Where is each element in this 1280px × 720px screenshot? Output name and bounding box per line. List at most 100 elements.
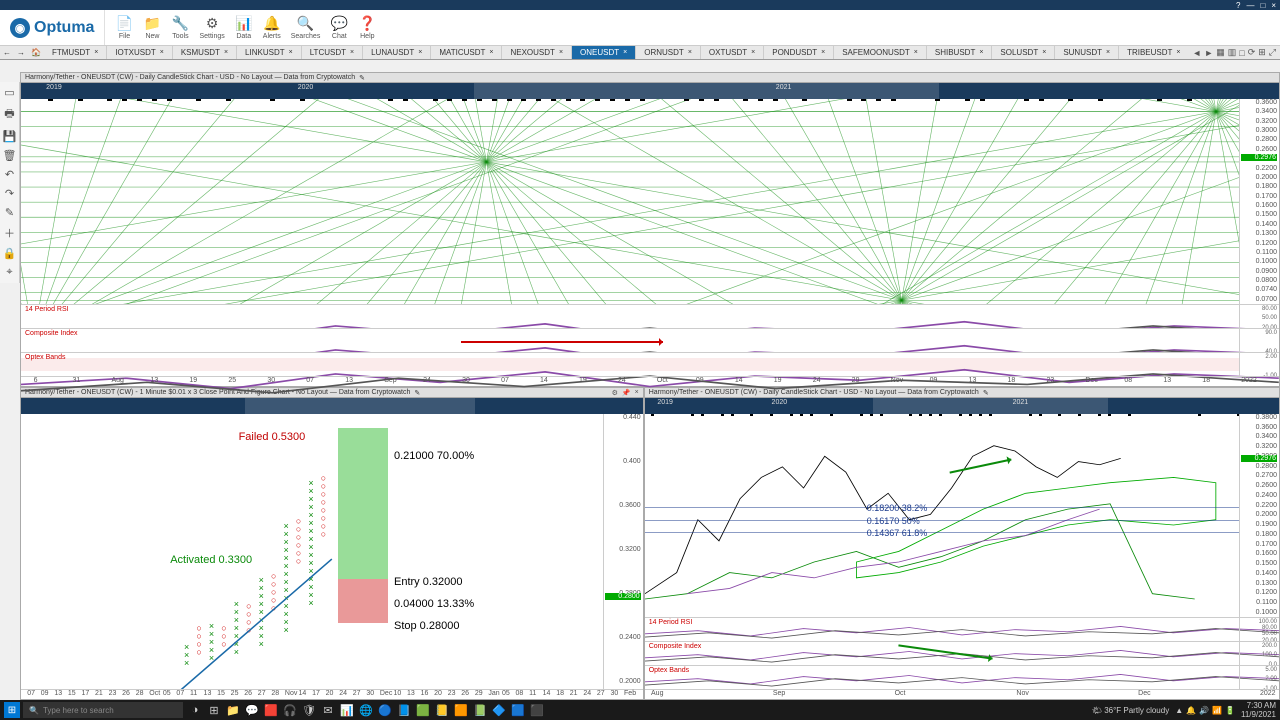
tray-icon[interactable]: ▲ [1175, 706, 1183, 715]
sidetool-icon[interactable]: 🔒 [3, 247, 17, 260]
layout-icon[interactable]: ⊞ [1258, 47, 1266, 58]
sidetool-icon[interactable]: 💾 [3, 130, 17, 143]
sidetool-icon[interactable]: ✎ [5, 206, 14, 219]
tray-icon[interactable]: 🔔 [1186, 706, 1196, 715]
start-button[interactable]: ⊞ [4, 702, 20, 718]
tab-close-icon[interactable]: × [94, 49, 98, 56]
taskbar-app-icon[interactable]: 🌐 [357, 702, 375, 718]
ichimoku-chart-area[interactable]: 0.18200 38.2%0.16170 50%0.14367 61.8% 0.… [645, 414, 1279, 617]
toolbar-help[interactable]: ❓Help [354, 12, 380, 42]
sidetool-icon[interactable]: ▭ [4, 86, 14, 99]
taskbar-app-icon[interactable]: 📒 [433, 702, 451, 718]
taskbar-app-icon[interactable]: 📗 [471, 702, 489, 718]
taskbar-app-icon[interactable]: 📁 [224, 702, 242, 718]
tab-close-icon[interactable]: × [1176, 49, 1180, 56]
tab-close-icon[interactable]: × [751, 49, 755, 56]
maximize-icon[interactable]: □ [1260, 1, 1265, 10]
toolbar-tools[interactable]: 🔧Tools [167, 12, 193, 42]
tab-lunausdt[interactable]: LUNAUSDT× [363, 46, 431, 59]
close-icon[interactable]: × [1271, 1, 1276, 10]
tab-close-icon[interactable]: × [623, 49, 627, 56]
taskbar-app-icon[interactable]: ✉ [319, 702, 337, 718]
tab-close-icon[interactable]: × [1106, 49, 1110, 56]
taskbar-app-icon[interactable]: 🟥 [262, 702, 280, 718]
help-icon[interactable]: ? [1236, 1, 1240, 10]
taskbar-app-icon[interactable]: 🟩 [414, 702, 432, 718]
tab-tribeusdt[interactable]: TRIBEUSDT× [1119, 46, 1188, 59]
sidetool-icon[interactable]: ＋ [4, 225, 15, 241]
tab-shibusdt[interactable]: SHIBUSDT× [927, 46, 993, 59]
tab-pondusdt[interactable]: PONDUSDT× [764, 46, 834, 59]
tab-oxtusdt[interactable]: OXTUSDT× [701, 46, 764, 59]
toolbar-data[interactable]: 📊Data [231, 12, 257, 42]
layout-icon[interactable]: □ [1239, 48, 1244, 58]
tab-maticusdt[interactable]: MATICUSDT× [431, 46, 502, 59]
minimize-icon[interactable]: — [1246, 1, 1254, 10]
tab-close-icon[interactable]: × [224, 49, 228, 56]
layout-icon[interactable]: ▥ [1228, 47, 1237, 58]
taskbar-app-icon[interactable]: 🛡 [300, 702, 318, 718]
tray-icon[interactable]: 🔋 [1225, 706, 1235, 715]
tab-ornusdt[interactable]: ORNUSDT× [636, 46, 701, 59]
tab-close-icon[interactable]: × [821, 49, 825, 56]
sidetool-icon[interactable]: ↶ [5, 168, 14, 181]
tab-solusdt[interactable]: SOLUSDT× [992, 46, 1055, 59]
tab-close-icon[interactable]: × [979, 49, 983, 56]
tab-sunusdt[interactable]: SUNUSDT× [1055, 46, 1119, 59]
taskbar-app-icon[interactable]: 🔷 [490, 702, 508, 718]
tab-close-icon[interactable]: × [1042, 49, 1046, 56]
tab-close-icon[interactable]: × [914, 49, 918, 56]
layout-icon[interactable]: ▦ [1216, 47, 1225, 58]
toolbar-file[interactable]: 📄File [111, 12, 137, 42]
taskbar-app-icon[interactable]: ⬛ [528, 702, 546, 718]
tab-iotxusdt[interactable]: IOTXUSDT× [107, 46, 173, 59]
taskbar-app-icon[interactable]: 🟦 [509, 702, 527, 718]
taskbar-app-icon[interactable]: 💬 [243, 702, 261, 718]
navigator-strip[interactable]: 201920202021 [645, 398, 1279, 414]
toolbar-alerts[interactable]: 🔔Alerts [259, 12, 285, 42]
navigator-strip[interactable]: 201920202021 [21, 83, 1279, 99]
nav-forward[interactable]: → [14, 46, 28, 59]
tab-ksmusdt[interactable]: KSMUSDT× [173, 46, 237, 59]
taskbar-app-icon[interactable]: 🔵 [376, 702, 394, 718]
sidetool-icon[interactable]: 🗑 [3, 149, 17, 162]
tab-close-icon[interactable]: × [350, 49, 354, 56]
taskbar-app-icon[interactable]: 📊 [338, 702, 356, 718]
main-chart-area[interactable]: 0.36000.34000.32000.30000.28000.26000.24… [21, 99, 1279, 304]
sidetool-icon[interactable]: 🖶 [4, 105, 14, 124]
sidetool-icon[interactable]: ⌖ [6, 266, 12, 279]
tab-close-icon[interactable]: × [559, 49, 563, 56]
toolbar-settings[interactable]: ⚙Settings [195, 12, 228, 42]
nav-home[interactable]: 🏠 [28, 46, 44, 59]
navigator-strip[interactable] [21, 398, 643, 414]
layout-icon[interactable]: ⟳ [1248, 47, 1256, 58]
weather-widget[interactable]: 🌤 36°F Partly cloudy [1092, 706, 1169, 715]
toolbar-new[interactable]: 📁New [139, 12, 165, 42]
tab-close-icon[interactable]: × [489, 49, 493, 56]
nav-back[interactable]: ← [0, 46, 14, 59]
tab-oneusdt[interactable]: ONEUSDT× [572, 46, 636, 59]
taskbar-app-icon[interactable]: 🟧 [452, 702, 470, 718]
tab-close-icon[interactable]: × [688, 49, 692, 56]
taskbar-search[interactable]: 🔍 Type here to search [23, 702, 183, 718]
tab-ftmusdt[interactable]: FTMUSDT× [44, 46, 107, 59]
layout-icon[interactable]: ◄ [1192, 48, 1201, 58]
tab-close-icon[interactable]: × [289, 49, 293, 56]
tray-icon[interactable]: 🔊 [1199, 706, 1209, 715]
tab-safemoonusdt[interactable]: SAFEMOONUSDT× [834, 46, 927, 59]
taskbar-app-icon[interactable]: ⊞ [205, 702, 223, 718]
taskbar-app-icon[interactable]: 📘 [395, 702, 413, 718]
edit-icon[interactable]: ✎ [359, 74, 365, 82]
pnf-chart-area[interactable]: ×××○○○○×××××○○○×××××××○○○○×××××××××○○○○○… [21, 414, 643, 689]
toolbar-searches[interactable]: 🔍Searches [287, 12, 325, 42]
tab-linkusdt[interactable]: LINKUSDT× [237, 46, 302, 59]
taskbar-app-icon[interactable]: 🎧 [281, 702, 299, 718]
toolbar-chat[interactable]: 💬Chat [326, 12, 352, 42]
tab-close-icon[interactable]: × [160, 49, 164, 56]
sidetool-icon[interactable]: ↷ [5, 187, 14, 200]
tab-close-icon[interactable]: × [418, 49, 422, 56]
taskbar-app-icon[interactable]: ◑ [186, 702, 204, 718]
tray-icon[interactable]: 📶 [1212, 706, 1222, 715]
tab-nexousdt[interactable]: NEXOUSDT× [502, 46, 572, 59]
layout-icon[interactable]: ► [1204, 48, 1213, 58]
